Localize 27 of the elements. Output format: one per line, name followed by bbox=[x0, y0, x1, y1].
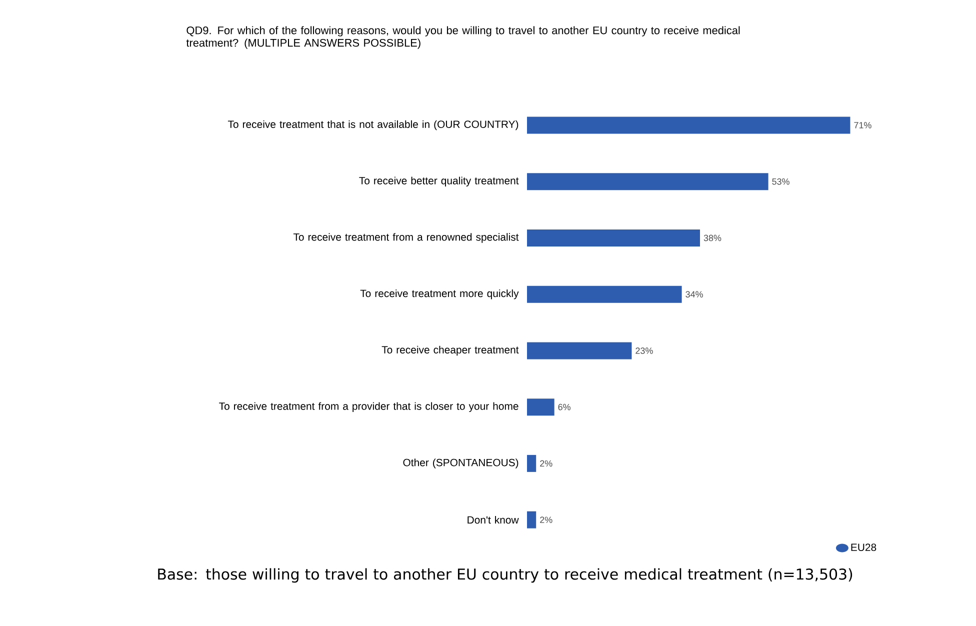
bar bbox=[527, 229, 700, 246]
bar bbox=[527, 398, 554, 416]
bar bbox=[527, 173, 768, 190]
bar bbox=[527, 116, 850, 134]
data-label: 2% bbox=[540, 516, 552, 523]
chart-title: QD9. For which of the following reasons, would you be willing to travel to another EU country to receive medical treatment? (MULTIPLE ANSWERS POSSIBLE) bbox=[186, 26, 740, 49]
data-label: 34% bbox=[686, 291, 703, 298]
y-tick-label: To receive treatment from a provider that is closer to your home bbox=[219, 402, 518, 412]
bar bbox=[527, 342, 632, 360]
y-tick-label: To receive treatment more quickly bbox=[360, 289, 519, 300]
y-tick-label: Other (SPONTANEOUS) bbox=[403, 458, 518, 468]
y-tick-label: To receive better quality treatment bbox=[359, 176, 519, 186]
y-tick-label: Don't know bbox=[468, 516, 519, 524]
data-label: 53% bbox=[772, 178, 790, 185]
text: Base: those willing to travel to another EU country to receive medical treatment (n=13,503) bbox=[158, 568, 852, 583]
data-label: 38% bbox=[704, 234, 722, 242]
data-label: 23% bbox=[636, 348, 653, 354]
bar bbox=[527, 286, 682, 303]
bar bbox=[527, 454, 536, 472]
data-label: 6% bbox=[558, 404, 570, 410]
y-tick-label: To receive treatment from a renowned specialist bbox=[293, 233, 519, 243]
data-label: 71% bbox=[854, 122, 872, 128]
data-label: 2% bbox=[540, 460, 552, 467]
bar bbox=[527, 511, 536, 528]
legend-label: EU28 bbox=[851, 544, 876, 552]
y-tick-label: To receive treatment that is not available in (OUR COUNTRY) bbox=[228, 120, 518, 130]
y-tick-label: To receive cheaper treatment bbox=[382, 346, 519, 356]
